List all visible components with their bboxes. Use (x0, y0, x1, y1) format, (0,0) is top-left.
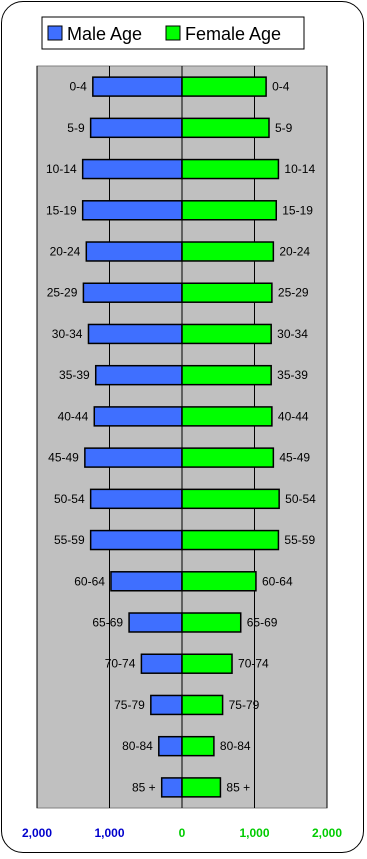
male-category-label: 15-19 (46, 203, 77, 217)
male-bar (81, 200, 183, 221)
x-tick-label: 1,000 (94, 826, 124, 840)
male-bar (158, 735, 183, 757)
male-category-label: 0-4 (69, 80, 87, 94)
female-category-label: 30-34 (277, 327, 308, 341)
male-category-label: 10-14 (46, 162, 77, 176)
female-bar (181, 653, 233, 674)
male-bar (160, 777, 183, 798)
legend-swatch-male (47, 25, 63, 41)
male-bar (94, 364, 183, 386)
female-bar (181, 488, 280, 510)
male-category-label: 80-84 (122, 739, 153, 753)
female-category-label: 25-29 (278, 286, 309, 300)
female-bar (181, 200, 277, 221)
female-bar (181, 406, 273, 427)
male-bar (110, 571, 183, 592)
female-bar (181, 282, 273, 303)
male-category-label: 70-74 (105, 657, 136, 671)
male-bar (85, 241, 183, 262)
female-category-label: 20-24 (279, 245, 310, 259)
male-bar (128, 612, 183, 633)
male-category-label: 25-29 (47, 286, 78, 300)
female-category-label: 40-44 (278, 409, 309, 423)
male-bar (92, 76, 183, 97)
male-category-label: 55-59 (54, 533, 85, 547)
legend-label-female: Female Age (185, 24, 281, 44)
female-bar (181, 529, 280, 551)
female-category-label: 0-4 (272, 80, 290, 94)
female-category-label: 35-39 (277, 368, 308, 382)
female-category-label: 80-84 (220, 739, 251, 753)
male-category-label: 60-64 (74, 574, 105, 588)
female-bar (181, 694, 224, 716)
male-bar (93, 406, 183, 427)
female-bar (181, 364, 272, 386)
female-bar (181, 735, 215, 757)
male-bar (89, 488, 183, 510)
female-category-label: 60-64 (262, 574, 293, 588)
male-bar (82, 282, 183, 303)
male-category-label: 65-69 (92, 616, 123, 630)
legend-label-male: Male Age (67, 24, 142, 44)
female-category-label: 55-59 (284, 533, 315, 547)
legend: Male Age Female Age (41, 16, 305, 50)
male-category-label: 5-9 (67, 121, 85, 135)
male-category-label: 20-24 (50, 245, 81, 259)
female-bar (181, 447, 275, 468)
x-tick-label: 0 (179, 826, 186, 840)
female-bar (181, 241, 275, 262)
female-category-label: 15-19 (282, 203, 313, 217)
female-bar (181, 76, 267, 97)
male-category-label: 40-44 (58, 409, 89, 423)
x-tick-label: 2,000 (22, 826, 52, 840)
female-category-label: 65-69 (247, 616, 278, 630)
female-category-label: 70-74 (238, 657, 269, 671)
female-bar (181, 777, 222, 798)
male-bar (89, 529, 183, 551)
male-category-label: 45-49 (48, 451, 79, 465)
x-tick-label: 2,000 (312, 826, 342, 840)
x-tick-label: 1,000 (239, 826, 269, 840)
male-category-label: 30-34 (52, 327, 83, 341)
male-bar (140, 653, 183, 674)
female-category-label: 50-54 (285, 492, 316, 506)
male-category-label: 85 + (132, 780, 156, 794)
female-category-label: 85 + (226, 780, 250, 794)
legend-swatch-female (165, 25, 181, 41)
female-bar (181, 571, 257, 592)
female-bar (181, 117, 270, 139)
male-bar (89, 117, 183, 139)
male-category-label: 75-79 (114, 698, 145, 712)
plot-area-group: 0-4 0-4 5-9 5-9 10-14 10-14 15-19 15-19 20-24 20-… (22, 65, 342, 840)
male-category-label: 50-54 (54, 492, 85, 506)
female-bar (181, 323, 272, 345)
female-category-label: 75-79 (229, 698, 260, 712)
female-bar (181, 158, 280, 180)
male-bar (84, 447, 183, 468)
female-bar (181, 612, 242, 633)
male-bar (87, 323, 183, 345)
male-category-label: 35-39 (59, 368, 90, 382)
female-category-label: 5-9 (275, 121, 293, 135)
female-category-label: 10-14 (284, 162, 315, 176)
male-bar (81, 158, 183, 180)
male-bar (150, 694, 183, 716)
female-category-label: 45-49 (279, 451, 310, 465)
